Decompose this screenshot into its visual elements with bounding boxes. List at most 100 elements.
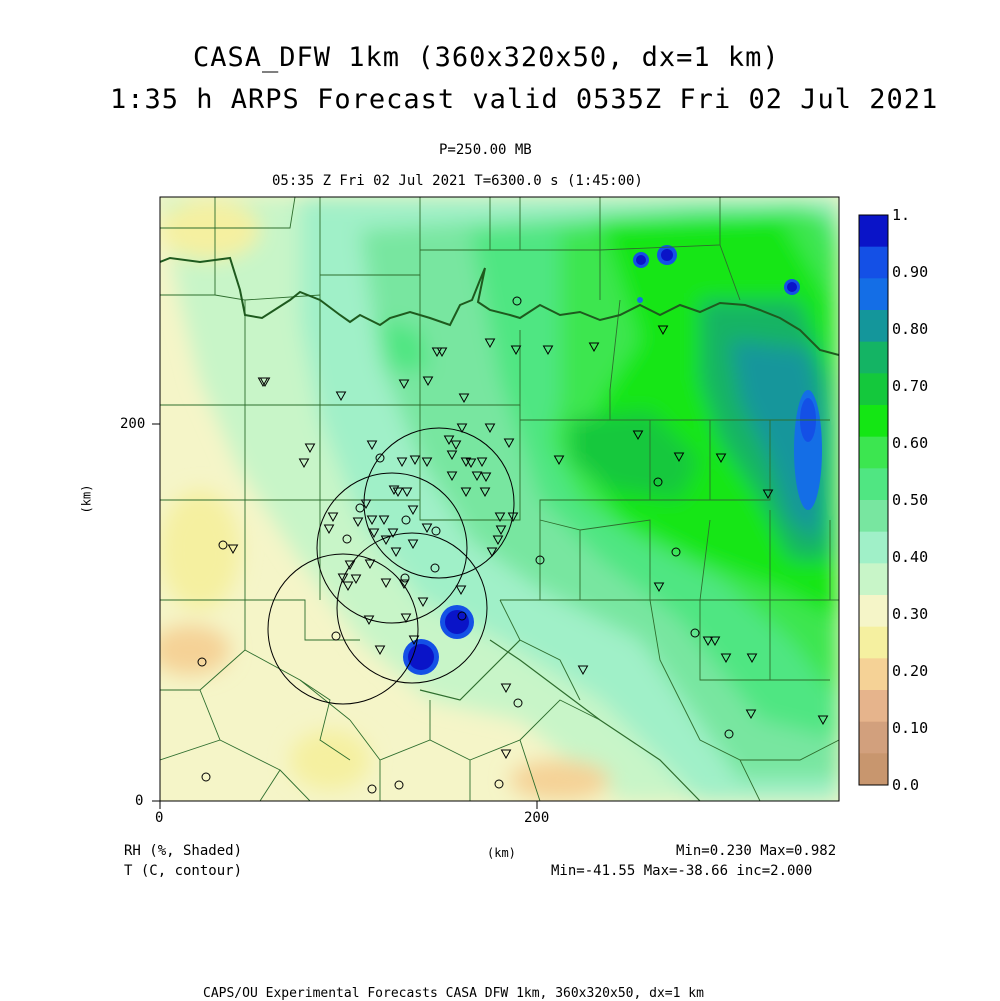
station-triangle <box>507 512 519 523</box>
station-triangle <box>495 525 507 536</box>
title-line-2: 1:35 h ARPS Forecast valid 0535Z Fri 02 … <box>110 84 939 115</box>
station-triangle <box>352 517 364 528</box>
station-triangle <box>366 440 378 451</box>
station-triangle <box>484 338 496 349</box>
rh-shaded-label: RH (%, Shaded) <box>124 843 243 859</box>
station-triangle <box>396 457 408 468</box>
title-line-1: CASA_DFW 1km (360x320x50, dx=1 km) <box>193 42 780 73</box>
station-triangle <box>494 512 506 523</box>
station-triangle <box>422 376 434 387</box>
colorbar-label: 0.40 <box>892 548 929 566</box>
station-triangle <box>227 544 239 555</box>
station-triangle <box>298 458 310 469</box>
station-triangle <box>632 430 644 441</box>
station-triangle <box>374 645 386 656</box>
station-triangle <box>408 635 420 646</box>
colorbar-swatch <box>859 405 888 438</box>
station-triangle <box>337 573 349 584</box>
colorbar-swatch <box>859 278 888 311</box>
station-circle <box>494 779 504 789</box>
station-triangle <box>762 489 774 500</box>
radar-rings <box>267 427 515 705</box>
y-tick-0: 0 <box>135 793 144 809</box>
colorbar-swatch <box>859 215 888 248</box>
y-axis-label: (km) <box>79 484 94 514</box>
station-triangle <box>378 515 390 526</box>
station-circle <box>201 772 211 782</box>
station-circle <box>724 729 734 739</box>
station-triangle <box>350 574 362 585</box>
colorbar-swatch <box>859 721 888 754</box>
colorbar-label: 0.0 <box>892 776 920 794</box>
station-triangle <box>446 450 458 461</box>
colorbar-label: 0.30 <box>892 605 929 623</box>
station-triangle <box>476 457 488 468</box>
station-circle <box>513 698 523 708</box>
station-triangle <box>486 547 498 558</box>
station-triangle <box>421 457 433 468</box>
station-circle <box>342 534 352 544</box>
station-triangle <box>398 379 410 390</box>
station-triangle <box>465 458 477 469</box>
station-triangle <box>380 578 392 589</box>
station-triangle <box>364 559 376 570</box>
station-triangle <box>709 636 721 647</box>
rh-shading <box>160 197 839 801</box>
colorbar-label: 0.20 <box>892 662 929 680</box>
t-contour-label: T (C, contour) <box>124 863 243 879</box>
station-triangle <box>304 443 316 454</box>
axis-ticks <box>152 423 538 809</box>
station-triangle <box>407 539 419 550</box>
colorbar-label: 0.80 <box>892 320 929 338</box>
credit-line: CAPS/OU Experimental Forecasts CASA DFW … <box>203 986 704 1001</box>
station-triangle <box>417 597 429 608</box>
station-triangle <box>407 505 419 516</box>
station-triangle <box>503 438 515 449</box>
station-circle <box>653 477 663 487</box>
colorbar-swatch <box>859 468 888 501</box>
valid-time: 05:35 Z Fri 02 Jul 2021 T=6300.0 s (1:45… <box>272 173 643 189</box>
station-triangle <box>510 345 522 356</box>
colorbar-swatch <box>859 690 888 723</box>
station-circle <box>430 563 440 573</box>
station-triangle <box>344 560 356 571</box>
station-triangle <box>392 487 404 498</box>
station-circle <box>400 573 410 583</box>
x-tick-0: 0 <box>155 810 164 826</box>
station-triangle <box>653 582 665 593</box>
colorbar-label: 0.50 <box>892 491 929 509</box>
plot-frame <box>159 196 840 802</box>
colorbar-swatch <box>859 563 888 596</box>
state-border <box>160 256 839 356</box>
station-triangle <box>588 342 600 353</box>
station-markers <box>197 296 829 794</box>
colorbar-swatch <box>859 595 888 628</box>
colorbar-frame <box>858 214 889 786</box>
station-triangle <box>702 636 714 647</box>
station-triangle <box>479 487 491 498</box>
station-triangle <box>387 528 399 539</box>
station-triangle <box>480 472 492 483</box>
station-circle <box>375 453 385 463</box>
colorbar-label: 0.90 <box>892 263 929 281</box>
colorbar-swatch <box>859 310 888 343</box>
colorbar-label: 0.60 <box>892 434 929 452</box>
station-circle <box>394 780 404 790</box>
station-circle <box>401 515 411 525</box>
station-triangle <box>492 535 504 546</box>
station-triangle <box>323 524 335 535</box>
x-tick-200: 200 <box>524 810 550 826</box>
station-triangle <box>745 709 757 720</box>
station-triangle <box>363 615 375 626</box>
station-triangle <box>715 453 727 464</box>
colorbar-label: 1. <box>892 206 911 224</box>
county-lines <box>160 197 839 801</box>
station-triangle <box>746 653 758 664</box>
colorbar-label: 0.10 <box>892 719 929 737</box>
station-triangle <box>401 487 413 498</box>
station-triangle <box>259 377 271 388</box>
station-triangle <box>400 613 412 624</box>
station-triangle <box>327 512 339 523</box>
colorbar-swatch <box>859 500 888 533</box>
